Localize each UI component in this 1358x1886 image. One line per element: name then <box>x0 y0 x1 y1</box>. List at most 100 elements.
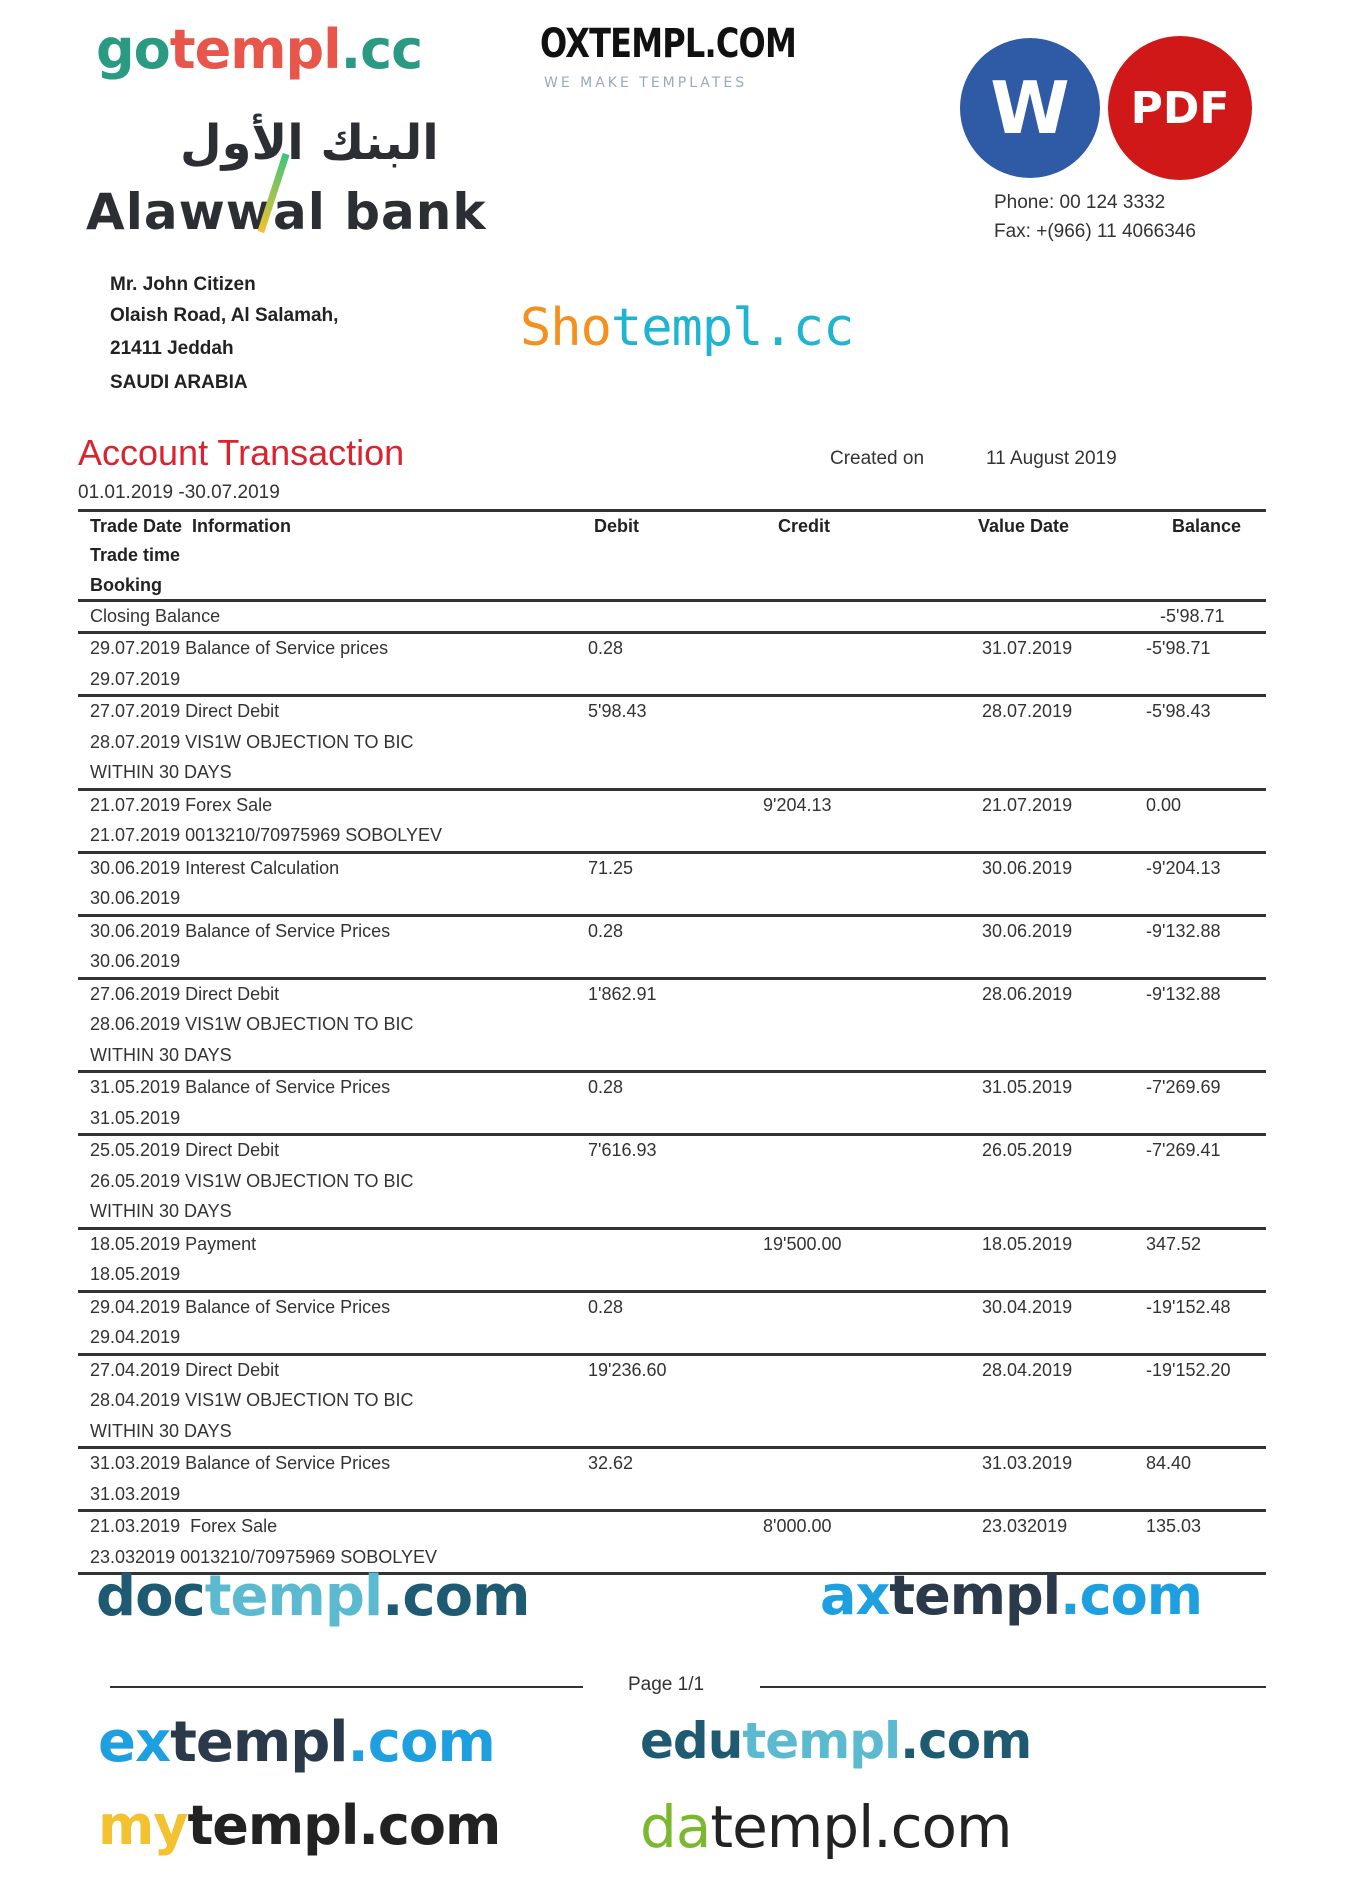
row-rule <box>78 1289 1266 1293</box>
row-value-date: 30.06.2019 <box>982 857 1073 878</box>
row-detail: 31.03.2019 <box>90 1483 181 1504</box>
row-debit: 19'236.60 <box>588 1359 667 1380</box>
row-rule <box>78 1509 1266 1512</box>
recipient-name: Mr. John Citizen <box>110 274 256 295</box>
row-value-date: 30.06.2019 <box>982 920 1073 941</box>
row-balance: -19'152.48 <box>1146 1296 1231 1317</box>
row-value-date: 18.05.2019 <box>982 1233 1073 1254</box>
row-detail: WITHIN 30 DAYS <box>90 762 232 782</box>
row-detail: WITHIN 30 DAYS <box>90 1044 232 1065</box>
row-information: 27.07.2019 Direct Debit <box>90 701 280 721</box>
row-rule <box>78 631 1266 634</box>
row-debit: 0.28 <box>588 1296 624 1317</box>
row-debit: 71.25 <box>588 857 634 878</box>
row-information: 31.05.2019 Balance of Service Prices <box>90 1077 391 1097</box>
row-credit: 8'000.00 <box>763 1516 832 1536</box>
row-information: 27.06.2019 Direct Debit <box>90 983 280 1004</box>
watermark-edutempl: edutempl.com <box>640 1712 1032 1770</box>
row-credit: 9'204.13 <box>763 794 832 815</box>
row-value-date: 31.05.2019 <box>982 1077 1073 1097</box>
pdf-badge: PDF <box>1108 36 1252 180</box>
row-rule <box>78 787 1266 791</box>
page-title: Account Transaction <box>78 432 405 473</box>
header-debit: Debit <box>594 516 639 536</box>
row-value-date: 23.032019 <box>982 1516 1068 1536</box>
header-credit: Credit <box>778 516 831 536</box>
recipient-city: 21411 Jeddah <box>110 338 234 359</box>
recipient-country: SAUDI ARABIA <box>110 372 248 393</box>
row-balance: -5'98.43 <box>1146 701 1211 721</box>
row-debit: 0.28 <box>588 920 624 941</box>
row-rule <box>78 976 1266 980</box>
row-detail: 28.04.2019 VIS1W OBJECTION TO BIC <box>90 1390 414 1410</box>
row-detail: 31.05.2019 <box>90 1107 181 1128</box>
watermark-oxtempl: OXTEMPL.COM <box>540 21 797 67</box>
row-balance: -9'204.13 <box>1146 857 1221 878</box>
row-detail: 29.07.2019 <box>90 668 181 689</box>
word-badge: W <box>960 38 1100 178</box>
row-value-date: 26.05.2019 <box>982 1140 1073 1160</box>
row-information: 30.06.2019 Interest Calculation <box>90 857 340 878</box>
row-debit: 0.28 <box>588 1077 624 1097</box>
watermark-mytempl: mytempl.com <box>98 1794 501 1857</box>
row-balance: -7'269.41 <box>1146 1140 1221 1160</box>
row-information: 27.04.2019 Direct Debit <box>90 1359 280 1380</box>
fax: Fax: +(966) 11 4066346 <box>994 221 1196 242</box>
row-balance: 84.40 <box>1146 1453 1192 1473</box>
row-debit: 32.62 <box>588 1453 634 1473</box>
row-balance: -5'98.71 <box>1146 638 1211 658</box>
watermark-gotempl: gotempl.cc <box>96 18 423 81</box>
watermark-doctempl: doctempl.com <box>96 1564 530 1629</box>
row-balance: 347.52 <box>1146 1233 1202 1254</box>
row-balance: 0.00 <box>1146 794 1182 815</box>
row-debit: 7'616.93 <box>588 1140 657 1160</box>
row-information: 18.05.2019 Payment <box>90 1233 257 1254</box>
row-rule <box>78 1352 1266 1356</box>
row-information: 31.03.2019 Balance of Service Prices <box>90 1453 391 1473</box>
row-balance: -9'132.88 <box>1146 920 1221 941</box>
bank-logo: Alawwal bank <box>86 183 487 241</box>
row-detail: 23.032019 0013210/70975969 SOBOLYEV <box>90 1546 437 1567</box>
row-balance: -9'132.88 <box>1146 983 1221 1004</box>
row-debit: 0.28 <box>588 638 624 658</box>
phone: Phone: 00 124 3332 <box>994 192 1166 213</box>
closing-balance-label: Closing Balance <box>90 606 221 626</box>
row-detail: WITHIN 30 DAYS <box>90 1201 232 1221</box>
header-trade-time: Trade time <box>90 545 181 565</box>
closing-balance-value: -5'98.71 <box>1160 606 1225 626</box>
row-value-date: 28.06.2019 <box>982 983 1073 1004</box>
row-value-date: 30.04.2019 <box>982 1296 1073 1317</box>
created-label: Created on <box>830 448 925 469</box>
footer-rule-left <box>110 1686 583 1688</box>
row-rule <box>78 1070 1266 1073</box>
row-detail: 28.07.2019 VIS1W OBJECTION TO BIC <box>90 731 414 752</box>
watermark-oxtempl-tagline: WE MAKE TEMPLATES <box>544 75 748 91</box>
row-value-date: 28.07.2019 <box>982 701 1073 721</box>
row-detail: 30.06.2019 <box>90 951 181 971</box>
row-information: 21.07.2019 Forex Sale <box>90 794 273 815</box>
row-value-date: 31.03.2019 <box>982 1453 1073 1473</box>
header-booking: Booking <box>90 575 162 595</box>
row-balance: 135.03 <box>1146 1516 1202 1536</box>
row-rule <box>78 694 1266 697</box>
row-information: 29.07.2019 Balance of Service prices <box>90 638 389 658</box>
row-rule <box>78 1572 1266 1575</box>
header-balance: Balance <box>1172 516 1242 536</box>
row-balance: -7'269.69 <box>1146 1077 1221 1097</box>
row-debit: 5'98.43 <box>588 701 647 721</box>
statement-period: 01.01.2019 -30.07.2019 <box>78 482 280 503</box>
row-information: 25.05.2019 Direct Debit <box>90 1140 280 1160</box>
row-balance: -19'152.20 <box>1146 1359 1231 1380</box>
row-debit: 1'862.91 <box>588 983 657 1004</box>
row-detail: 21.07.2019 0013210/70975969 SOBOLYEV <box>90 825 442 845</box>
table-top-rule <box>78 509 1266 512</box>
watermark-shotempl: Shotempl.cc <box>520 298 854 358</box>
watermark-extempl: extempl.com <box>98 1710 496 1775</box>
row-rule <box>78 1133 1266 1136</box>
recipient-street: Olaish Road, Al Salamah, <box>110 305 339 326</box>
row-detail: 28.06.2019 VIS1W OBJECTION TO BIC <box>90 1014 414 1034</box>
row-credit: 19'500.00 <box>763 1233 842 1254</box>
created-date: 11 August 2019 <box>986 448 1117 469</box>
header-value-date: Value Date <box>978 516 1070 536</box>
header-rule <box>78 599 1266 602</box>
